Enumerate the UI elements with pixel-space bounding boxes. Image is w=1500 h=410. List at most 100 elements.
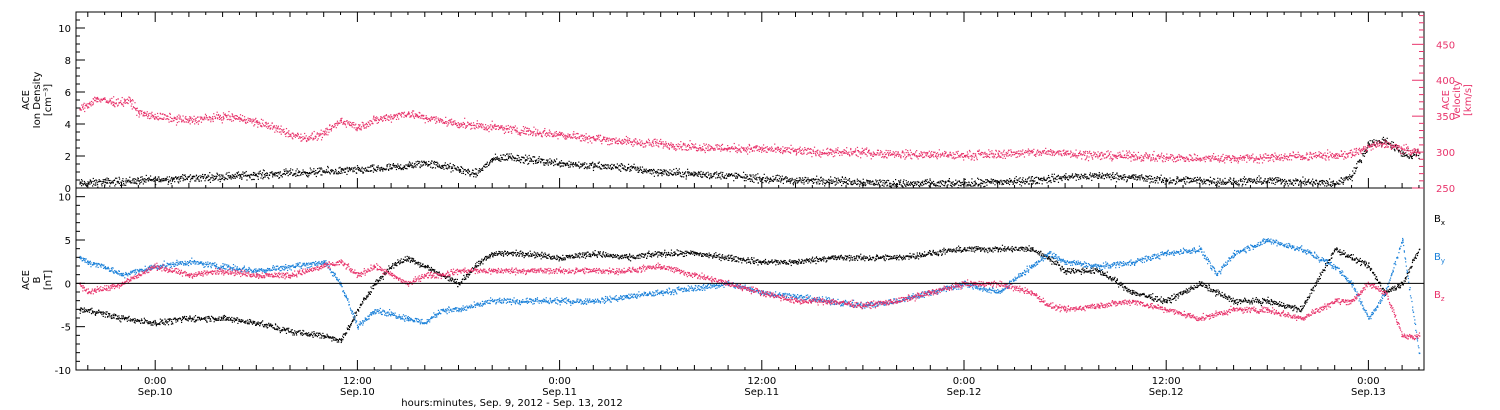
density-series-sample (383, 168, 385, 171)
density-series-sample (601, 168, 603, 170)
density-series-sample (632, 166, 634, 168)
density-series-sample (677, 172, 679, 174)
velocity-series-sample (290, 135, 292, 138)
density-series-sample (428, 164, 430, 166)
density-series-sample (1242, 183, 1244, 185)
velocity-series-sample (485, 129, 487, 131)
velocity-series-sample (292, 138, 294, 140)
density-series-sample (482, 169, 484, 171)
velocity-series-sample (380, 119, 383, 121)
velocity-series-sample (154, 118, 156, 120)
velocity-series-sample (588, 138, 590, 140)
density-series-sample (1404, 154, 1406, 157)
density-series-sample (852, 180, 854, 182)
density-series-sample (913, 184, 916, 186)
density-series-sample (1031, 183, 1033, 185)
density-series-sample (205, 176, 208, 179)
density-series-sample (807, 182, 809, 184)
density-series-sample (1032, 182, 1034, 184)
density-series-sample (779, 176, 781, 178)
density-series-sample (252, 178, 254, 181)
density-series-sample (479, 170, 481, 173)
velocity-series-sample (634, 141, 636, 143)
density-series-sample (656, 170, 658, 172)
velocity-series-sample (961, 153, 963, 156)
velocity-series-sample (399, 113, 401, 115)
velocity-series-sample (728, 147, 730, 149)
density-series-sample (400, 164, 402, 166)
density-series-sample (455, 168, 457, 171)
velocity-series-sample (821, 151, 823, 154)
density-series-sample (1099, 173, 1101, 175)
velocity-series-sample (820, 153, 823, 155)
velocity-series-sample (523, 130, 525, 132)
density-series-sample (145, 174, 147, 177)
density-series-sample (623, 165, 626, 167)
density-series-sample (247, 174, 250, 177)
density-series-sample (1112, 176, 1114, 178)
velocity-series-sample (147, 115, 149, 118)
velocity-series-sample (285, 127, 288, 130)
density-series-sample (1050, 181, 1052, 184)
velocity-series-sample (182, 115, 184, 117)
density-series-sample (631, 167, 633, 169)
density-series-sample (95, 184, 97, 186)
velocity-series-sample (900, 156, 902, 158)
velocity-series-sample (809, 151, 811, 153)
density-series-sample (875, 183, 877, 185)
density-series-sample (1328, 183, 1330, 186)
density-series-sample (427, 165, 429, 167)
velocity-series-sample (815, 155, 817, 157)
velocity-series-sample (266, 123, 268, 125)
density-series-sample (624, 166, 626, 168)
density-series-sample (641, 166, 644, 168)
velocity-series-sample (963, 155, 966, 158)
density-series-sample (506, 159, 509, 161)
velocity-series-sample (350, 124, 352, 127)
velocity-series-sample (537, 129, 539, 131)
density-series-sample (1053, 177, 1055, 180)
density-series-sample (978, 178, 980, 180)
velocity-series-sample (212, 118, 214, 121)
density-series-sample (1130, 175, 1133, 177)
density-series-point (1098, 175, 1101, 177)
density-series-sample (590, 164, 593, 166)
velocity-series-sample (953, 153, 955, 155)
density-series-sample (1243, 181, 1245, 183)
density-series-sample (938, 185, 940, 187)
density-series-sample (1229, 177, 1231, 179)
density-series-sample (968, 181, 970, 183)
velocity-series-sample (920, 151, 922, 153)
velocity-series-sample (485, 126, 488, 128)
velocity-series-sample (339, 122, 341, 124)
velocity-series-sample (727, 145, 729, 147)
density-series-sample (460, 170, 462, 173)
density-series-sample (968, 184, 970, 186)
density-series-sample (97, 186, 99, 188)
density-series-sample (559, 166, 561, 168)
density-series-sample (358, 166, 360, 169)
density-series-sample (444, 164, 446, 167)
density-series-sample (343, 169, 345, 171)
velocity-series-sample (316, 133, 318, 135)
density-series-sample (1050, 179, 1052, 182)
density-series-sample (595, 165, 598, 167)
velocity-series-sample (181, 119, 183, 121)
density-series-sample (226, 172, 228, 174)
density-series-sample (822, 178, 824, 180)
velocity-series-sample (162, 118, 165, 120)
density-series-sample (518, 157, 520, 159)
velocity-series-sample (656, 141, 658, 143)
density-series-sample (153, 177, 155, 180)
density-series-sample (367, 166, 369, 169)
density-series-sample (1275, 181, 1277, 184)
velocity-series-sample (942, 152, 944, 154)
density-series-sample (504, 155, 506, 157)
density-series-sample (1078, 176, 1081, 179)
density-series-sample (91, 180, 93, 183)
density-series-sample (1078, 174, 1080, 176)
density-series-sample (788, 180, 790, 183)
density-series-sample (104, 184, 106, 186)
density-series-sample (1054, 177, 1056, 179)
velocity-series-sample (709, 145, 711, 147)
